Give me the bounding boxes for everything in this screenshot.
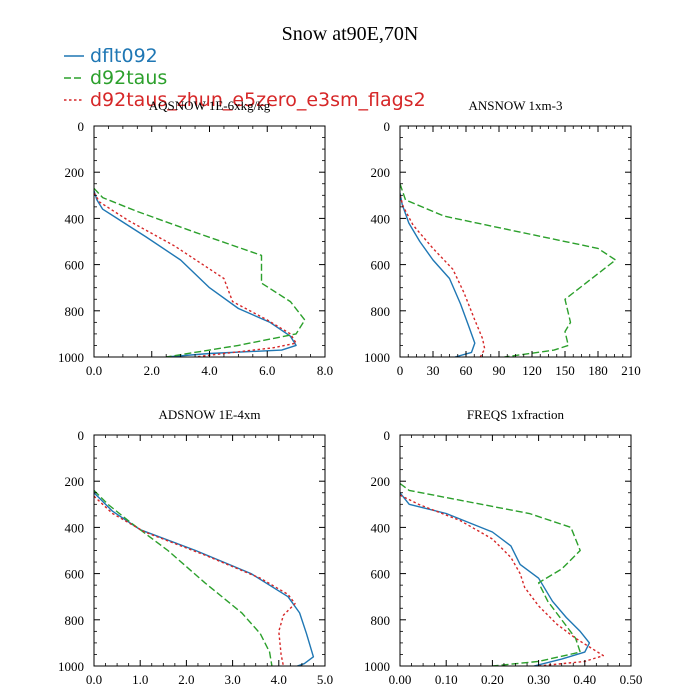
y-tick-label: 800 [371,613,391,628]
legend-label: dflt092 [90,45,158,67]
y-tick-label: 200 [65,165,85,180]
y-tick-label: 400 [371,211,391,226]
x-tick-label: 4.0 [271,672,287,687]
panel-title: ANSNOW 1xm-3 [468,98,562,113]
x-tick-label: 0.50 [620,672,643,687]
x-tick-label: 180 [588,363,608,378]
y-tick-label: 0 [384,119,391,134]
y-tick-label: 200 [371,165,391,180]
panel-title: AQSNOW 1E-6xkg/kg [149,98,271,113]
y-tick-label: 0 [78,428,85,443]
x-tick-label: 3.0 [224,672,240,687]
panel-aqsnow: AQSNOW 1E-6xkg/kg 0.0 2.0 4.0 6.0 8.0 0 200 400 6… [58,98,333,378]
plot-frame [399,434,632,667]
series-line-dflt092 [400,192,476,357]
x-tick-label: 5.0 [317,672,333,687]
legend-entry-d92taus-zhun-e5zero-e3sm-flags2: d92taus_zhun_e5zero_e3sm_flags2 [64,89,426,111]
y-tick-label: 1000 [58,659,84,674]
series-line-d92taus-zhun-e5zero-e3sm-flags2 [94,192,297,357]
x-tick-label: 0.0 [86,672,102,687]
x-tick-label: 0.10 [435,672,458,687]
plot-frame [93,125,326,358]
legend: dflt092d92tausd92taus_zhun_e5zero_e3sm_f… [64,45,426,111]
y-tick-label: 200 [65,474,85,489]
x-tick-label: 0.0 [86,363,102,378]
x-tick-label: 6.0 [259,363,275,378]
panel-ansnow: ANSNOW 1xm-3 0 30 60 90 120 150 180 210 0 200 400 60… [364,98,641,378]
figure-title: Snow at90E,70N [282,23,419,45]
y-tick-label: 1000 [364,350,390,365]
x-tick-label: 0.20 [481,672,504,687]
x-tick-label: 120 [522,363,542,378]
plot-frame [93,434,326,667]
x-tick-label: 0.00 [389,672,412,687]
x-tick-label: 210 [621,363,641,378]
legend-label: d92taus_zhun_e5zero_e3sm_flags2 [90,89,426,111]
x-tick-label: 60 [460,363,473,378]
panel-freqs: FREQS 1xfraction 0.00 0.10 0.20 0.30 0.40 0.50… [364,407,642,687]
x-tick-label: 150 [555,363,575,378]
x-tick-label: 1.0 [132,672,148,687]
x-tick-label: 0.30 [527,672,550,687]
series-line-d92taus-zhun-e5zero-e3sm-flags2 [94,495,296,666]
y-tick-label: 400 [65,211,85,226]
y-tick-label: 1000 [58,350,84,365]
y-tick-label: 600 [65,258,85,273]
x-tick-label: 2.0 [178,672,194,687]
x-tick-label: 2.0 [144,363,160,378]
panel-title: ADSNOW 1E-4xm [159,407,261,422]
y-tick-label: 600 [65,567,85,582]
series-line-dflt092 [94,190,297,357]
plot-frame [399,125,632,358]
legend-entry-d92taus: d92taus [64,67,167,89]
y-tick-label: 0 [384,428,391,443]
y-tick-label: 400 [65,520,85,535]
legend-label: d92taus [90,67,167,89]
series-line-dflt092 [400,492,591,666]
series-line-d92taus [94,489,273,666]
x-tick-label: 90 [493,363,506,378]
y-tick-label: 400 [371,520,391,535]
y-tick-label: 600 [371,567,391,582]
y-tick-label: 1000 [364,659,390,674]
panel-adsnow: ADSNOW 1E-4xm 0.0 1.0 2.0 3.0 4.0 5.0 0 200 400 60… [58,407,333,687]
panel-title: FREQS 1xfraction [467,407,565,422]
series-line-d92taus-zhun-e5zero-e3sm-flags2 [400,195,486,357]
series-line-d92taus-zhun-e5zero-e3sm-flags2 [400,494,604,666]
panels: AQSNOW 1E-6xkg/kg 0.0 2.0 4.0 6.0 8.0 0 200 400 6… [58,98,642,687]
series-line-d92taus [94,187,306,357]
x-tick-label: 0.40 [573,672,596,687]
x-tick-label: 8.0 [317,363,333,378]
y-tick-label: 600 [371,258,391,273]
legend-entry-dflt092: dflt092 [64,45,158,67]
y-tick-label: 800 [65,304,85,319]
y-tick-label: 800 [65,613,85,628]
x-tick-label: 4.0 [201,363,217,378]
y-tick-label: 200 [371,474,391,489]
series-line-d92taus [400,482,581,666]
y-tick-label: 800 [371,304,391,319]
y-tick-label: 0 [78,119,85,134]
x-tick-label: 30 [427,363,440,378]
series-line-d92taus [400,183,617,357]
x-tick-label: 0 [397,363,404,378]
